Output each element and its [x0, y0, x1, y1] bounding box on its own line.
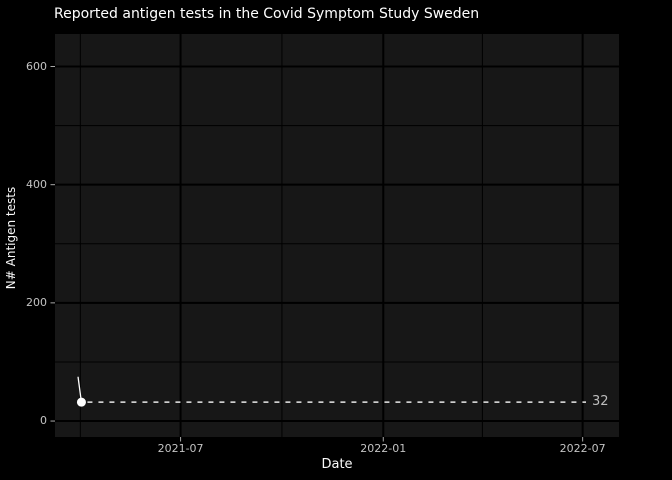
y-axis-title: N# Antigen tests — [4, 186, 18, 290]
series-point-marker — [76, 397, 86, 407]
annotation-value-label: 32 — [592, 394, 609, 410]
x-axis-title: Date — [321, 457, 353, 472]
panel-background — [55, 34, 619, 437]
x-tick-label: 2022-07 — [559, 442, 606, 455]
y-tick-label: 0 — [40, 414, 47, 428]
chart-title: Reported antigen tests in the Covid Symp… — [54, 6, 480, 22]
x-tick-label: 2021-07 — [157, 442, 204, 455]
y-tick-label: 200 — [26, 295, 47, 309]
x-tick-label: 2022-01 — [360, 442, 407, 455]
y-tick-label: 600 — [26, 59, 47, 73]
y-tick-label: 400 — [26, 177, 47, 191]
